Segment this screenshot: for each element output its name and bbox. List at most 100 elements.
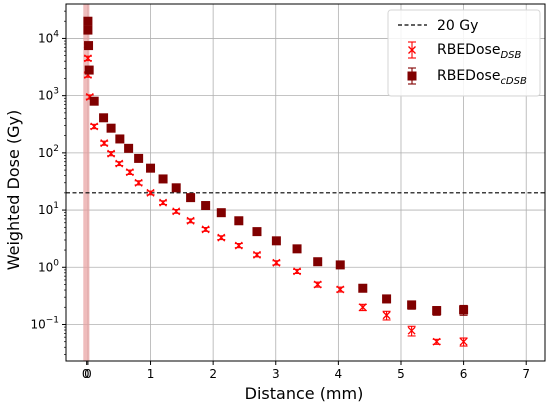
shaded-band-rect (83, 4, 90, 361)
marker-stroke (134, 178, 143, 187)
point-marker (313, 257, 323, 267)
marker-stroke (125, 168, 134, 177)
marker-stroke (272, 258, 281, 267)
point-marker (83, 54, 92, 63)
point-marker (382, 294, 392, 304)
data-point (201, 225, 210, 234)
point-marker (432, 337, 441, 346)
marker-stroke (217, 233, 226, 242)
data-point (84, 65, 94, 75)
point-marker (313, 280, 322, 289)
marker-stroke (115, 159, 124, 168)
legend-cdsb-sub: cDSB (500, 76, 527, 87)
marker-stroke (408, 46, 416, 54)
marker-stroke (293, 267, 302, 276)
point-marker (89, 96, 99, 106)
point-marker (234, 216, 244, 226)
data-point (84, 41, 94, 51)
point-marker (84, 65, 94, 75)
point-marker (158, 174, 168, 184)
data-point (272, 258, 281, 267)
data-point (134, 153, 144, 163)
marker-stroke (172, 207, 181, 216)
data-point (313, 280, 322, 289)
point-marker (292, 244, 302, 254)
data-point (336, 285, 345, 294)
x-tick-label: 6 (460, 367, 468, 381)
x-tick-label: 3 (272, 367, 280, 381)
point-marker (217, 233, 226, 242)
y-tick-label: 102 (38, 144, 59, 160)
point-marker (407, 300, 417, 310)
point-marker (459, 337, 468, 346)
data-point (313, 257, 323, 267)
data-point (146, 188, 155, 197)
data-point (382, 310, 391, 321)
marker-stroke (432, 337, 441, 346)
point-marker (186, 193, 196, 203)
y-tick-label: 100 (38, 258, 59, 274)
data-point (125, 168, 134, 177)
point-marker (293, 267, 302, 276)
data-point (106, 123, 116, 133)
marker-stroke (90, 122, 99, 131)
x-tick-label: 5 (397, 367, 405, 381)
point-marker (186, 216, 195, 225)
point-marker (83, 25, 93, 35)
point-marker (201, 201, 211, 211)
data-point (407, 325, 416, 337)
x-tick-label: 1 (147, 367, 155, 381)
point-marker (134, 178, 143, 187)
data-point (407, 300, 417, 310)
y-tick-label: 101 (38, 201, 59, 217)
data-point (124, 143, 134, 153)
marker-stroke (186, 216, 195, 225)
data-point (89, 96, 99, 106)
point-marker (271, 236, 281, 246)
data-point (358, 303, 367, 312)
marker-stroke (100, 139, 109, 148)
data-point (158, 174, 168, 184)
point-marker (358, 283, 368, 293)
point-marker (100, 139, 109, 148)
data-point (99, 113, 109, 123)
point-marker (358, 303, 367, 312)
legend-dsb-symbol (408, 46, 416, 54)
data-point (83, 54, 92, 63)
data-point (90, 122, 99, 131)
data-point (234, 241, 243, 250)
legend-box (387, 9, 541, 97)
marker-stroke (146, 188, 155, 197)
point-marker (201, 225, 210, 234)
data-point (293, 267, 302, 276)
point-marker (432, 306, 442, 316)
data-point (432, 306, 442, 316)
data-point (271, 236, 281, 246)
x-tick-label: 2 (209, 367, 217, 381)
point-marker (125, 168, 134, 177)
marker-stroke (313, 280, 322, 289)
legend: 20 Gy RBEDoseDSB RBEDosecDSB (387, 9, 541, 97)
data-point (217, 233, 226, 242)
marker-stroke (459, 337, 468, 346)
data-point (83, 25, 93, 35)
x-tick-label: 0 (82, 367, 90, 381)
marker-stroke (83, 54, 92, 63)
data-point (100, 139, 109, 148)
data-point (186, 216, 195, 225)
series-cdsb (83, 16, 469, 316)
legend-cdsb-marker (407, 67, 417, 85)
marker-stroke (234, 241, 243, 250)
x-tick-label: 7 (522, 367, 530, 381)
data-point (216, 208, 226, 218)
y-tick-label: 104 (38, 29, 59, 45)
data-point (115, 134, 125, 144)
marker-stroke (253, 250, 261, 259)
legend-dsb-main: RBEDose (437, 42, 500, 58)
data-point (172, 207, 181, 216)
point-marker (107, 149, 116, 158)
marker-stroke (201, 225, 210, 234)
data-point (134, 178, 143, 187)
